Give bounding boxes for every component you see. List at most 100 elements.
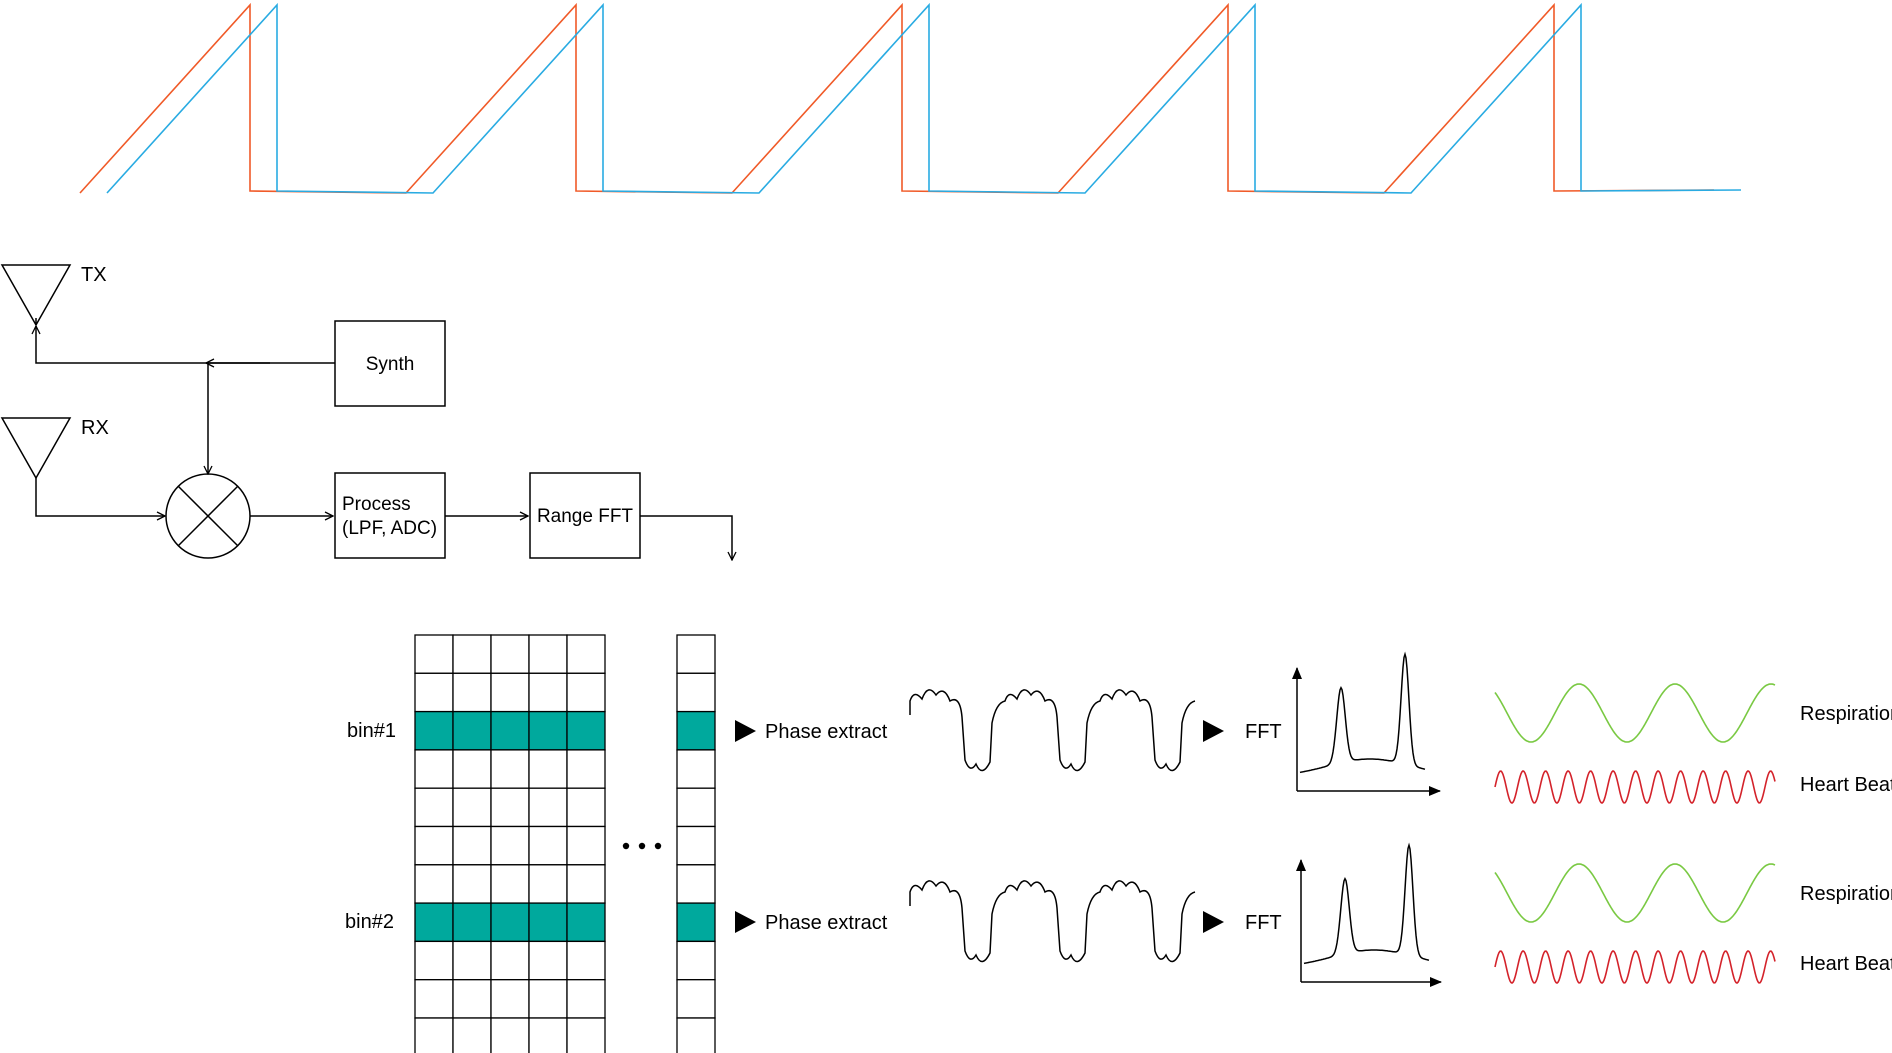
range-bin-cell-highlight <box>414 710 454 751</box>
process-block <box>334 472 446 559</box>
range-bin-cell <box>414 940 454 981</box>
tx-label: TX <box>81 264 107 286</box>
phase-signal-2 <box>909 880 1196 963</box>
range-bin-cell-highlight <box>452 902 492 943</box>
range-bin-cell <box>414 749 454 789</box>
rx-label: RX <box>81 417 109 439</box>
respiration-wave-2 <box>1494 863 1776 923</box>
range-bin-cell-highlight <box>676 902 716 943</box>
range-bin-cell <box>528 864 568 904</box>
tx-antenna <box>0 264 72 327</box>
heartbeat-wave-2 <box>1494 950 1776 984</box>
range-bin-cell <box>676 940 716 981</box>
range-fft-output-line <box>640 515 732 560</box>
range-bin-cell <box>528 825 568 866</box>
range-bin-cell <box>490 672 530 713</box>
range-bin-cell <box>528 940 568 981</box>
heartbeat-label-2: Heart Beat <box>1800 953 1892 975</box>
play-triangle-icon-phase2 <box>735 911 756 933</box>
range-bin-cell <box>566 864 606 904</box>
range-bin-cell <box>676 672 716 713</box>
range-bin-cell <box>452 825 492 866</box>
bin1-label: bin#1 <box>347 720 396 742</box>
range-bin-cell <box>490 979 530 1019</box>
range-bin-cell <box>528 634 568 674</box>
range-bin-cell <box>490 864 530 904</box>
bin2-label: bin#2 <box>345 911 394 933</box>
tx-chirp-wave <box>79 2 1715 194</box>
range-bin-cell <box>566 634 606 674</box>
range-bin-cell <box>490 940 530 981</box>
range-bin-cell <box>676 979 716 1019</box>
range-bin-cell <box>566 749 606 789</box>
range-bin-cell-highlight <box>528 902 568 943</box>
range-bin-cell <box>414 787 454 828</box>
range-bin-cell <box>490 787 530 828</box>
rx-to-mixer-line <box>35 478 165 516</box>
heartbeat-label-1: Heart Beat <box>1800 774 1892 796</box>
range-bin-cell <box>452 979 492 1019</box>
range-bin-cell <box>414 979 454 1019</box>
ellipsis-icon <box>622 842 662 850</box>
range-bin-cell <box>528 787 568 828</box>
synth-to-tx-line <box>36 326 335 364</box>
phase-signal-1 <box>909 689 1196 772</box>
range-bin-cell <box>676 787 716 828</box>
range-bin-cell <box>676 825 716 866</box>
range-bin-cell-highlight <box>676 710 716 751</box>
range-bin-cell <box>676 749 716 789</box>
range-bin-cell <box>414 1017 454 1053</box>
range-bin-cell <box>414 634 454 674</box>
range-bin-cell <box>528 749 568 789</box>
range-bin-column-last <box>676 634 716 1053</box>
range-bin-cell <box>566 979 606 1019</box>
range-bin-cell <box>490 825 530 866</box>
range-bin-cell-highlight <box>528 710 568 751</box>
range-bin-cell <box>452 634 492 674</box>
range-bin-cell <box>566 825 606 866</box>
respiration-wave-1 <box>1494 683 1776 743</box>
range-bin-cell <box>414 864 454 904</box>
range-bin-cell <box>676 864 716 904</box>
range-bin-cell <box>528 1017 568 1053</box>
range-bin-cell-highlight <box>566 902 606 943</box>
range-bin-cell-highlight <box>414 902 454 943</box>
range-bin-cell-highlight <box>490 902 530 943</box>
range-bin-cell <box>452 672 492 713</box>
range-bin-cell <box>452 864 492 904</box>
mixer-icon <box>165 473 251 559</box>
respiration-label-1: Respiration <box>1800 703 1892 725</box>
range-bin-cell-highlight <box>490 710 530 751</box>
range-bin-cell <box>452 787 492 828</box>
fft-plot-2 <box>1296 842 1442 987</box>
range-bin-cell <box>490 1017 530 1053</box>
range-bin-cell <box>490 634 530 674</box>
range-bin-cell <box>414 672 454 713</box>
range-bin-matrix <box>414 634 606 1053</box>
process-label-line2: (LPF, ADC) <box>342 518 437 539</box>
range-bin-cell <box>452 749 492 789</box>
range-bin-cell <box>566 1017 606 1053</box>
play-triangle-icon-fft1 <box>1203 720 1224 742</box>
range-bin-cell <box>490 749 530 789</box>
range-bin-cell <box>528 672 568 713</box>
range-bin-cell-highlight <box>566 710 606 751</box>
respiration-label-2: Respiration <box>1800 883 1892 905</box>
phase-extract-label-2: Phase extract <box>765 912 888 934</box>
fft-plot-1 <box>1292 651 1441 796</box>
synth-label: Synth <box>366 354 415 375</box>
range-bin-cell <box>566 787 606 828</box>
fft-label-1: FFT <box>1245 721 1282 743</box>
heartbeat-wave-1 <box>1494 770 1776 804</box>
process-label-line1: Process <box>342 494 411 515</box>
range-bin-cell <box>452 1017 492 1053</box>
range-bin-cell <box>452 940 492 981</box>
range-bin-cell <box>676 634 716 674</box>
range-bin-cell <box>414 825 454 866</box>
range-bin-cell <box>676 1017 716 1053</box>
range-fft-label: Range FFT <box>537 506 633 527</box>
chirp-waveforms <box>79 2 1742 194</box>
play-triangle-icon-phase1 <box>735 720 756 742</box>
play-triangle-icon-fft2 <box>1203 911 1224 933</box>
